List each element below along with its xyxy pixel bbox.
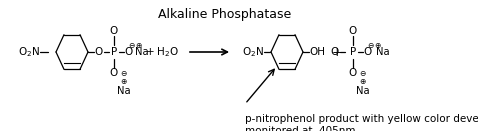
Text: Na: Na <box>117 86 131 96</box>
Text: $\oplus$: $\oplus$ <box>120 78 128 86</box>
Text: O: O <box>125 47 133 57</box>
Text: O: O <box>110 26 118 36</box>
Text: p-nitrophenol product with yellow color development: p-nitrophenol product with yellow color … <box>245 114 478 124</box>
Text: +: + <box>332 45 342 59</box>
Text: O: O <box>349 68 357 78</box>
Text: O: O <box>349 26 357 36</box>
Text: O$_2$N: O$_2$N <box>18 45 40 59</box>
Text: P: P <box>111 47 117 57</box>
Text: O: O <box>364 47 372 57</box>
Text: O: O <box>95 47 103 57</box>
Text: + H$_2$O: + H$_2$O <box>145 45 179 59</box>
Text: O$_2$N: O$_2$N <box>242 45 264 59</box>
Text: Na: Na <box>356 86 370 96</box>
Text: Na: Na <box>135 47 149 57</box>
Text: Na: Na <box>376 47 390 57</box>
Text: $\ominus$: $\ominus$ <box>120 69 128 78</box>
Text: O: O <box>331 47 339 57</box>
Text: monitored at  405nm: monitored at 405nm <box>245 126 356 131</box>
Text: $\ominus\oplus$: $\ominus\oplus$ <box>367 42 383 50</box>
Text: P: P <box>350 47 356 57</box>
Text: O: O <box>110 68 118 78</box>
Text: OH: OH <box>309 47 325 57</box>
Text: $\ominus\oplus$: $\ominus\oplus$ <box>128 42 144 50</box>
Text: $\oplus$: $\oplus$ <box>359 78 367 86</box>
Text: Alkaline Phosphatase: Alkaline Phosphatase <box>158 8 291 21</box>
Text: $\ominus$: $\ominus$ <box>359 69 367 78</box>
